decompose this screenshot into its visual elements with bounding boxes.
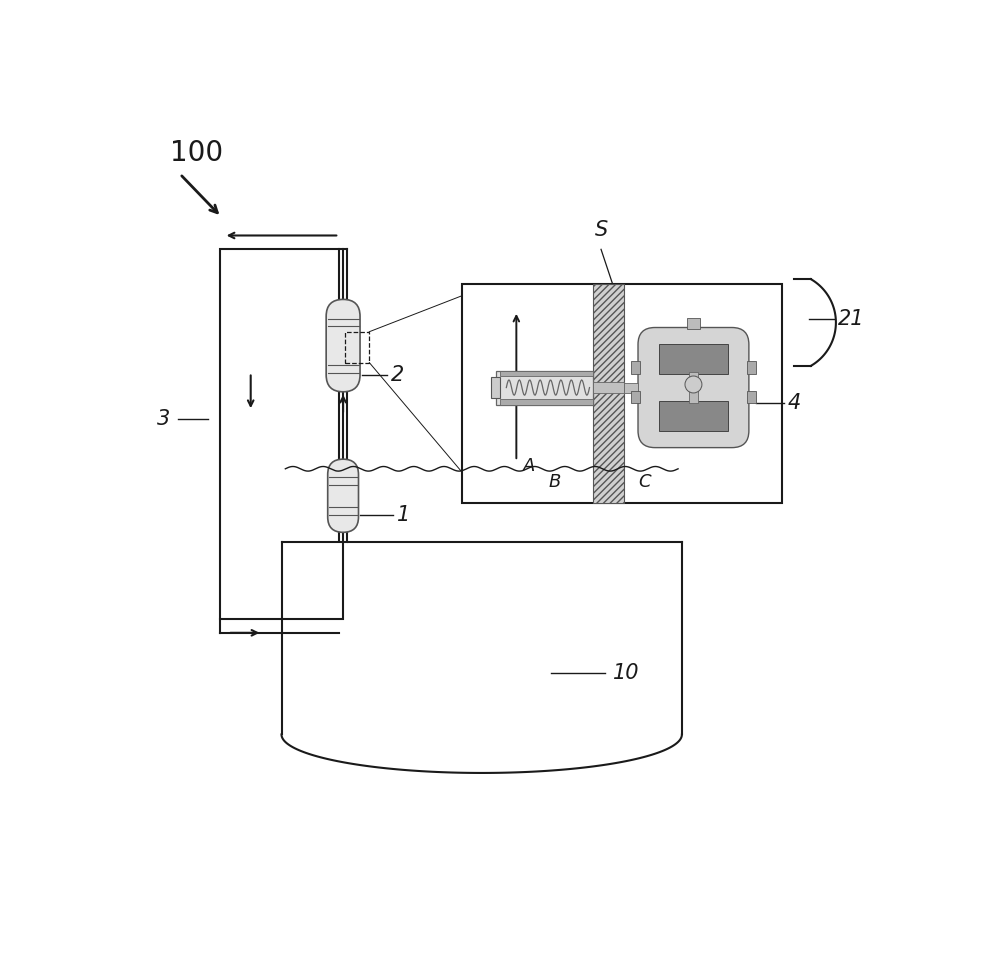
Text: A: A [523, 457, 536, 476]
Bar [220, 249, 343, 619]
Bar [496, 371, 593, 405]
Bar [500, 399, 593, 405]
Bar [500, 371, 593, 376]
Text: 10: 10 [613, 663, 639, 683]
Text: 3: 3 [157, 409, 170, 429]
Bar [631, 361, 640, 373]
Bar [631, 391, 640, 403]
Text: C: C [639, 473, 651, 491]
Bar [747, 361, 756, 373]
FancyBboxPatch shape [328, 459, 358, 532]
Bar [593, 382, 624, 393]
Circle shape [685, 376, 702, 393]
Text: 2: 2 [391, 365, 404, 385]
Text: 21: 21 [838, 308, 864, 329]
Bar [687, 318, 700, 329]
Bar [624, 383, 638, 393]
Text: B: B [549, 473, 561, 491]
FancyBboxPatch shape [638, 328, 749, 448]
Bar [345, 331, 369, 363]
Bar [659, 345, 728, 373]
Text: 4: 4 [787, 393, 801, 413]
Bar [491, 377, 500, 398]
Bar [659, 401, 728, 431]
Bar [689, 372, 698, 403]
FancyBboxPatch shape [326, 300, 360, 392]
Text: S: S [594, 220, 608, 240]
Bar [462, 284, 782, 503]
Bar [593, 284, 624, 503]
Text: 100: 100 [170, 139, 223, 167]
Bar [747, 391, 756, 403]
Text: 1: 1 [397, 505, 410, 525]
